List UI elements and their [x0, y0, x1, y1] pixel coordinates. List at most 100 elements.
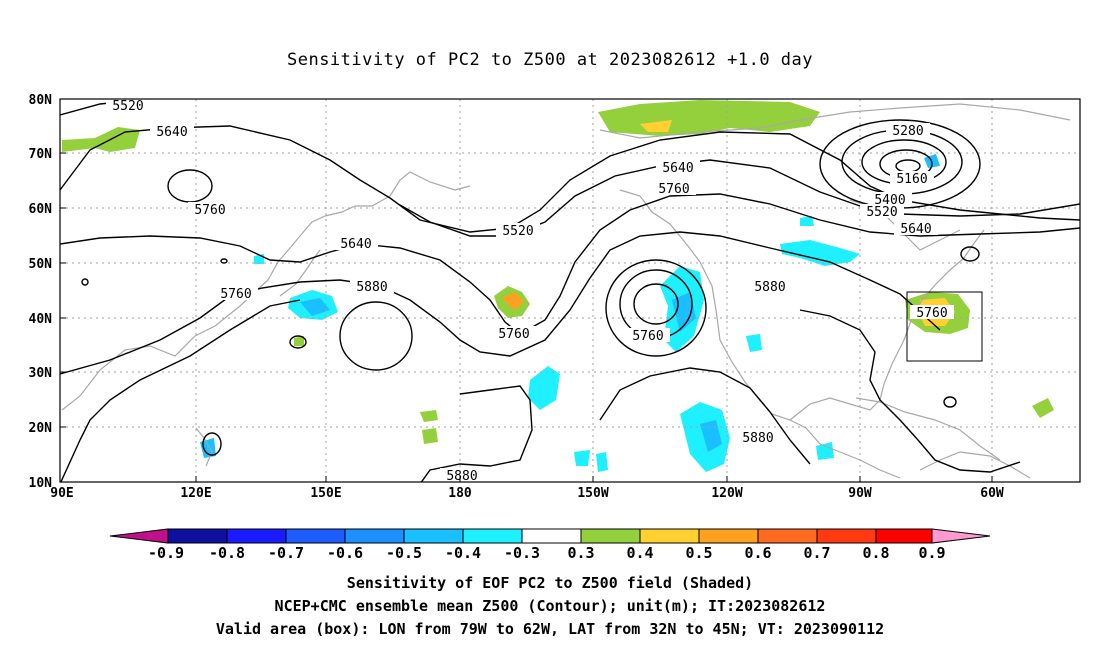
- contour-5880-trough: [420, 385, 533, 482]
- lat-label: 40N: [29, 312, 53, 327]
- coastline-asia: [61, 171, 471, 411]
- contour-label: 5880: [748, 279, 792, 295]
- contour-label-text: 5640: [340, 237, 371, 252]
- lon-label: 120E: [180, 486, 211, 501]
- colorbar-high-arrow: [931, 528, 991, 544]
- lat-label: 80N: [29, 93, 53, 108]
- colorbar-label: -0.8: [209, 544, 245, 562]
- contour-small-feature: [289, 335, 307, 349]
- colorbar-box: [757, 528, 818, 544]
- shaded-sensitivity: [62, 100, 1054, 472]
- contour-label-text: 5880: [754, 280, 785, 295]
- contour-label-text: 5880: [742, 431, 773, 446]
- colorbar-box: [580, 528, 641, 544]
- coastline-japan: [279, 249, 321, 297]
- colorbar-box: [521, 528, 582, 544]
- lat-label: 60N: [29, 202, 53, 217]
- positive-patch: [422, 428, 438, 444]
- valid-area-box: [906, 291, 983, 362]
- colorbar-label: 0.3: [567, 544, 594, 562]
- contour-label: 5640: [334, 236, 378, 252]
- contour-5880-south: [60, 299, 301, 482]
- coastlines: [61, 103, 1071, 479]
- colorbar-box: [403, 528, 464, 544]
- contour-arctic-low: [895, 159, 921, 173]
- lat-label: 20N: [29, 421, 53, 436]
- negative-patch: [800, 216, 814, 226]
- contour-label-text: 5760: [658, 182, 689, 197]
- colorbar-box: [639, 528, 700, 544]
- negative-patch: [528, 366, 560, 410]
- colorbar-box: [462, 528, 523, 544]
- lon-label: 90W: [848, 486, 872, 501]
- contour-label-text: 5640: [900, 222, 931, 237]
- colorbar-label: -0.4: [445, 544, 481, 562]
- contour-label: 5760: [910, 305, 954, 321]
- contour-label-text: 5760: [220, 287, 251, 302]
- negative-patch: [816, 442, 834, 460]
- contour-label: 5640: [656, 160, 700, 176]
- positive-patch: [294, 336, 304, 346]
- contour-label: 5760: [214, 286, 258, 302]
- positive-patch: [598, 100, 820, 136]
- colorbar-box: [344, 528, 405, 544]
- lon-label: 150W: [577, 486, 608, 501]
- negative-patch: [700, 420, 722, 452]
- colorbar-label: 0.6: [744, 544, 771, 562]
- contour-label-text: 5760: [916, 306, 947, 321]
- colorbar-labels: -0.9 -0.8 -0.7 -0.6 -0.5 -0.4 -0.3 0.3 0…: [148, 544, 946, 562]
- contour-small-feature: [202, 432, 222, 456]
- contour-label-text: 5880: [446, 469, 477, 484]
- colorbar-label: -0.6: [327, 544, 363, 562]
- tick-marks: [60, 98, 993, 482]
- contour-label-text: 5520: [112, 99, 143, 114]
- negative-patch: [746, 334, 762, 352]
- contour-label-text: 5520: [502, 224, 533, 239]
- positive-patch: [640, 120, 672, 132]
- contour-label: 5160: [890, 171, 934, 187]
- coastline-caribbean: [855, 397, 1001, 461]
- colorbar: [109, 528, 991, 544]
- colorbar-label: 0.8: [862, 544, 889, 562]
- lon-label: 120W: [711, 486, 742, 501]
- lat-label: 50N: [29, 257, 53, 272]
- contour-label-text: 5520: [866, 205, 897, 220]
- contour-5880-pacific: [599, 367, 811, 465]
- contour-low-eastern-pacific-3: [605, 259, 707, 357]
- lon-labels: 90E 120E 150E 180 150W 120W 90W 60W: [50, 486, 1004, 501]
- positive-patch: [62, 127, 140, 152]
- colorbar-label: 0.9: [918, 544, 945, 562]
- colorbar-box: [816, 528, 877, 544]
- lat-label: 10N: [29, 476, 53, 491]
- contour-label: 5280: [886, 123, 930, 139]
- lon-label: 180: [448, 486, 472, 501]
- colorbar-box: [226, 528, 287, 544]
- contour-label-text: 5280: [892, 124, 923, 139]
- contour-label: 5880: [350, 279, 394, 295]
- contour-label: 5880: [440, 468, 484, 484]
- contour-label-text: 5160: [896, 172, 927, 187]
- contour-high-west-pacific: [339, 301, 413, 371]
- contour-small-feature: [943, 396, 957, 408]
- caption-valid-area: Valid area (box): LON from 79W to 62W, L…: [215, 620, 885, 638]
- colorbar-label: -0.7: [268, 544, 304, 562]
- contour-label: 5640: [150, 124, 194, 140]
- colorbar-label: -0.5: [386, 544, 422, 562]
- contour-label: 5760: [188, 202, 232, 218]
- negative-patch: [300, 298, 330, 316]
- lon-label: 150E: [310, 486, 341, 501]
- caption-contour: NCEP+CMC ensemble mean Z500 (Contour); u…: [274, 597, 826, 615]
- lat-labels: 80N 70N 60N 50N 40N 30N 20N 10N: [29, 93, 53, 491]
- negative-patch: [596, 452, 608, 472]
- contour-low-60n: [167, 169, 213, 203]
- map-title: Sensitivity of PC2 to Z500 at 2023082612…: [286, 50, 813, 70]
- contour-label: 5520: [106, 98, 150, 114]
- caption-shading: Sensitivity of EOF PC2 to Z500 field (Sh…: [346, 574, 754, 592]
- contour-label-text: 5640: [662, 161, 693, 176]
- lat-label: 30N: [29, 366, 53, 381]
- coastline-south-america: [919, 451, 1031, 479]
- positive-patch: [502, 292, 524, 310]
- positive-patch: [1032, 398, 1054, 418]
- contour-label: 5520: [860, 204, 904, 220]
- colorbar-box: [698, 528, 759, 544]
